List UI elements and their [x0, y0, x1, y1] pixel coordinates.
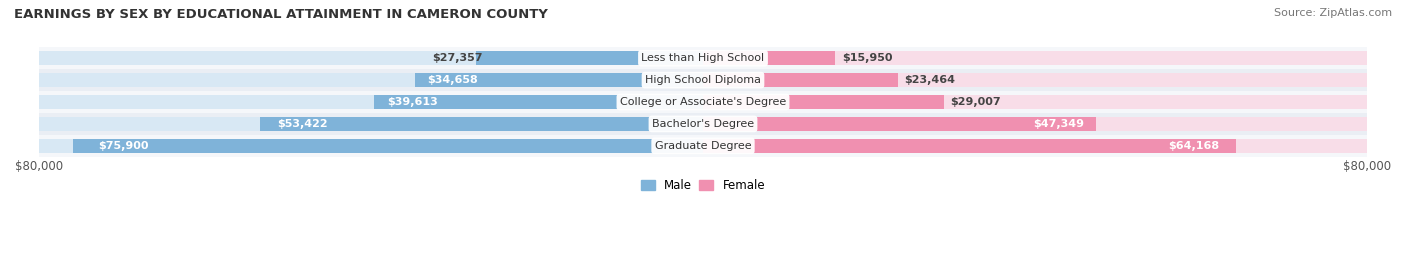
- Bar: [39, 91, 1367, 113]
- Bar: [703, 73, 898, 87]
- Bar: [477, 51, 703, 65]
- Bar: [703, 139, 1236, 153]
- Text: Graduate Degree: Graduate Degree: [655, 141, 751, 151]
- Text: $23,464: $23,464: [904, 75, 955, 85]
- Bar: [39, 113, 1367, 135]
- Text: Bachelor's Degree: Bachelor's Degree: [652, 119, 754, 129]
- Bar: [703, 73, 1367, 87]
- Bar: [39, 47, 1367, 69]
- Text: $53,422: $53,422: [277, 119, 328, 129]
- Bar: [703, 117, 1095, 131]
- Bar: [39, 135, 1367, 157]
- Bar: [39, 117, 703, 131]
- Text: $64,168: $64,168: [1168, 141, 1219, 151]
- Text: $39,613: $39,613: [388, 97, 439, 107]
- Text: $15,950: $15,950: [842, 53, 893, 63]
- Bar: [39, 95, 703, 109]
- Bar: [703, 95, 1367, 109]
- Text: $34,658: $34,658: [427, 75, 478, 85]
- Bar: [703, 139, 1367, 153]
- Bar: [374, 95, 703, 109]
- Bar: [415, 73, 703, 87]
- Bar: [703, 117, 1367, 131]
- Bar: [39, 139, 703, 153]
- Text: Source: ZipAtlas.com: Source: ZipAtlas.com: [1274, 8, 1392, 18]
- Bar: [703, 95, 943, 109]
- Text: $27,357: $27,357: [432, 53, 482, 63]
- Text: $47,349: $47,349: [1033, 119, 1084, 129]
- Text: High School Diploma: High School Diploma: [645, 75, 761, 85]
- Bar: [703, 51, 1367, 65]
- Legend: Male, Female: Male, Female: [636, 174, 770, 197]
- Bar: [39, 69, 1367, 91]
- Bar: [703, 51, 835, 65]
- Text: $75,900: $75,900: [98, 141, 149, 151]
- Text: $29,007: $29,007: [950, 97, 1001, 107]
- Bar: [260, 117, 703, 131]
- Text: EARNINGS BY SEX BY EDUCATIONAL ATTAINMENT IN CAMERON COUNTY: EARNINGS BY SEX BY EDUCATIONAL ATTAINMEN…: [14, 8, 548, 21]
- Bar: [39, 73, 703, 87]
- Text: Less than High School: Less than High School: [641, 53, 765, 63]
- Text: College or Associate's Degree: College or Associate's Degree: [620, 97, 786, 107]
- Bar: [39, 51, 703, 65]
- Bar: [73, 139, 703, 153]
